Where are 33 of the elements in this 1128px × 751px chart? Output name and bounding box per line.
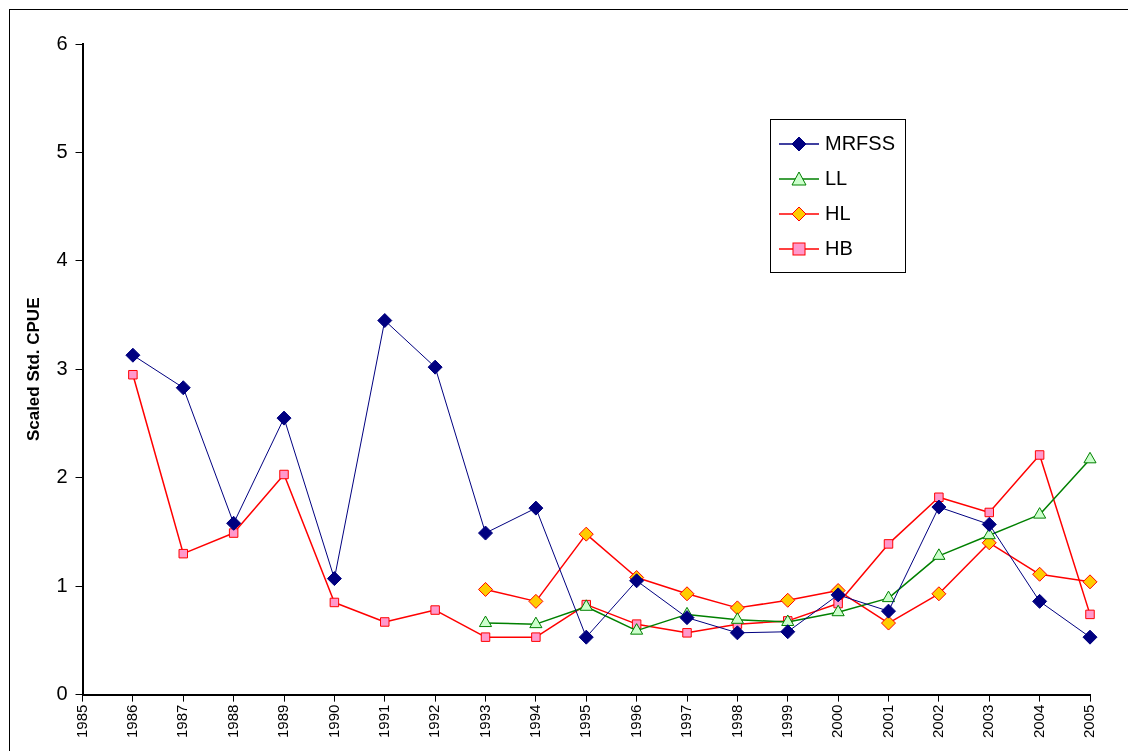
legend-label: LL [825, 167, 848, 190]
x-tick-label: 2001 [878, 704, 896, 739]
x-tick-label: 1992 [425, 704, 443, 739]
x-tick-label: 1991 [374, 704, 392, 739]
x-tick-label: 1989 [274, 704, 292, 739]
x-tick-label: 2005 [1080, 704, 1098, 739]
x-tick-label: 1985 [72, 704, 90, 739]
x-tick-label: 1990 [324, 704, 342, 739]
x-tick-label: 1999 [777, 704, 795, 739]
x-tick-label: 2004 [1029, 704, 1047, 739]
y-tick-label: 6 [56, 31, 68, 54]
x-tick-label: 1994 [526, 704, 544, 739]
x-tick-label: 1995 [576, 704, 594, 739]
x-tick-label: 2000 [828, 704, 846, 739]
y-tick-label: 1 [56, 573, 68, 596]
x-tick-label: 2002 [929, 704, 947, 739]
x-tick-label: 1996 [626, 704, 644, 739]
y-tick-label: 2 [56, 465, 68, 488]
y-tick-label: 4 [56, 248, 68, 271]
x-tick-label: 1998 [727, 704, 745, 739]
x-tick-label: 1997 [677, 704, 695, 739]
x-tick-label: 1993 [475, 704, 493, 739]
x-tick-label: 1987 [173, 704, 191, 739]
legend-label: MRFSS [825, 132, 895, 155]
x-tick-label: 2003 [979, 704, 997, 739]
y-tick-label: 5 [56, 139, 68, 162]
y-tick-label: 0 [56, 682, 68, 705]
y-axis-title: Scaled Std. CPUE [23, 297, 43, 442]
x-tick-label: 1988 [223, 704, 241, 739]
legend-label: HL [825, 202, 851, 225]
x-tick-label: 1986 [123, 704, 141, 739]
legend-label: HB [825, 237, 853, 260]
y-tick-label: 3 [56, 356, 68, 379]
